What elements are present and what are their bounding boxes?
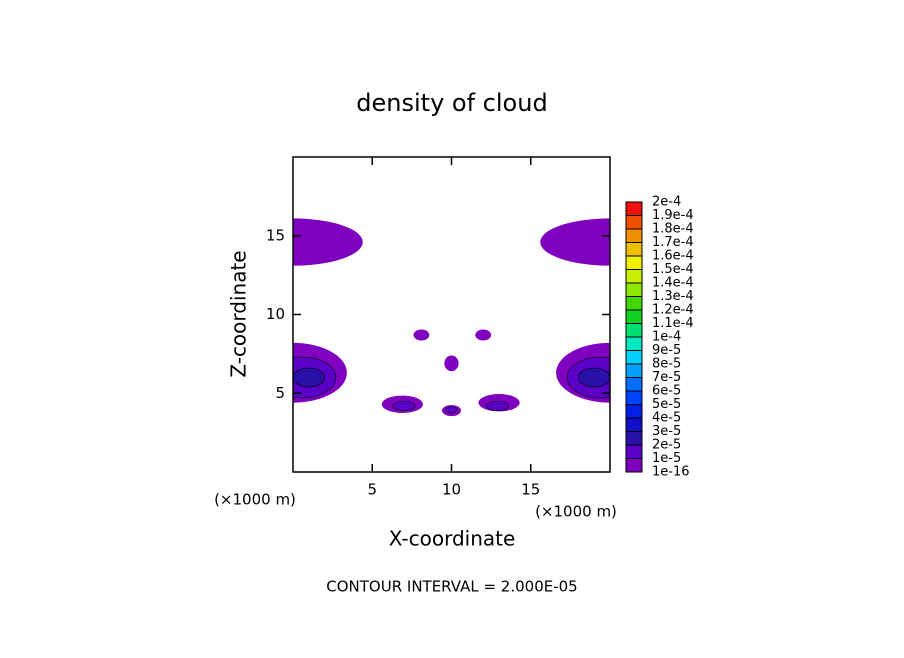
contour-region [293,218,363,266]
colorbar-label: 6e-5 [652,384,681,399]
colorbar-box [625,269,643,284]
colorbar-label: 1e-16 [652,465,690,480]
colorbar-label: 2e-5 [652,438,681,453]
x-tick-label: 15 [521,481,540,499]
colorbar-box [625,458,643,473]
colorbar-label: 1.2e-4 [652,303,694,318]
colorbar-label: 9e-5 [652,343,681,358]
colorbar-box [625,431,643,446]
chart-title: density of cloud [356,89,547,117]
colorbar-box [625,444,643,459]
colorbar-box [625,390,643,405]
colorbar-box [625,417,643,432]
contour-region [486,400,509,411]
colorbar-box [625,363,643,378]
y-tick-label: 15 [266,226,285,244]
x-unit: (×1000 m) [214,491,296,509]
colorbar-label: 5e-5 [652,397,681,412]
colorbar-box [625,323,643,338]
colorbar-box [625,350,643,365]
colorbar-label: 7e-5 [652,370,681,385]
colorbar-label: 1.9e-4 [652,208,694,223]
colorbar-label: 2e-4 [652,195,681,210]
colorbar-label: 1.5e-4 [652,262,694,277]
colorbar-box [625,255,643,270]
colorbar-box [625,201,643,216]
contour-region [540,218,610,266]
contour-region [578,367,610,388]
contour-region [392,400,416,411]
colorbar-box [625,336,643,351]
contour-region [444,355,459,372]
colorbar-label: 1e-4 [652,330,681,345]
y-unit: (×1000 m) [535,503,617,521]
contour-region [475,329,492,341]
contour-region [445,406,458,414]
contour-region [413,329,430,341]
plot-frame [292,156,611,473]
plot-area [293,218,610,417]
colorbar-label: 1.6e-4 [652,249,694,264]
colorbar-box [625,296,643,311]
y-tick-label: 10 [266,305,285,323]
contour-region [293,367,325,388]
colorbar-box [625,377,643,392]
x-tick-label: 10 [442,481,461,499]
colorbar-label: 1.4e-4 [652,276,694,291]
x-axis-label: X-coordinate [389,527,516,551]
y-tick-label: 5 [275,384,285,402]
colorbar-label: 4e-5 [652,411,681,426]
colorbar-label: 1.7e-4 [652,235,694,250]
colorbar-label: 8e-5 [652,357,681,372]
colorbar-box [625,242,643,257]
colorbar-label: 1.8e-4 [652,222,694,237]
colorbar-box [625,309,643,324]
footer-note: CONTOUR INTERVAL = 2.000E-05 [326,578,577,596]
colorbar-box [625,282,643,297]
colorbar-label: 1.3e-4 [652,289,694,304]
colorbar-box [625,228,643,243]
colorbar-box [625,404,643,419]
colorbar-box [625,215,643,230]
colorbar-label: 1.1e-4 [652,316,694,331]
colorbar-label: 3e-5 [652,424,681,439]
colorbar-label: 1e-5 [652,451,681,466]
x-tick-label: 5 [367,481,377,499]
y-axis-label: Z-coordinate [227,250,251,377]
